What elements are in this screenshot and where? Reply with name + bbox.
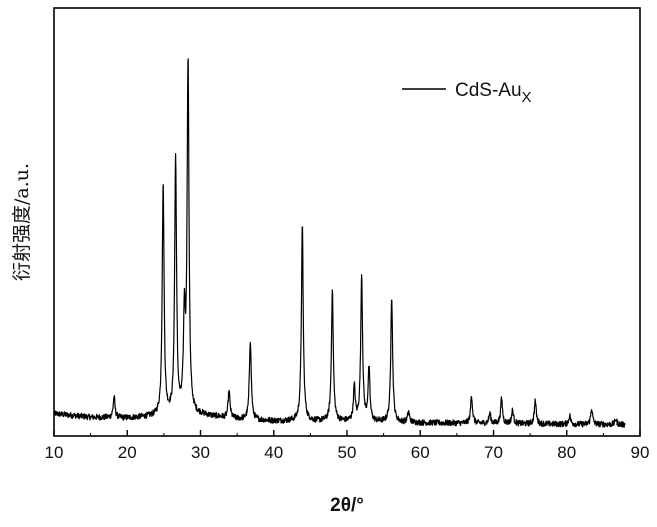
x-tick-label: 70 [484, 443, 503, 462]
plot-frame [54, 8, 640, 436]
x-tick-label: 40 [264, 443, 283, 462]
series-line-cds-au [54, 59, 625, 427]
x-tick-label: 80 [557, 443, 576, 462]
y-axis-label: 衍射强度/a.u. [11, 163, 33, 281]
x-tick-label: 20 [118, 443, 137, 462]
legend-label-subscript: X [522, 89, 532, 106]
x-tick-label: 50 [338, 443, 357, 462]
x-tick-label: 60 [411, 443, 430, 462]
legend: CdS-AuX [402, 80, 532, 106]
legend-label-main: CdS-Au [455, 80, 522, 101]
x-axis-label: 2θ/° [330, 495, 364, 516]
x-axis: 10 20 30 40 50 60 70 80 90 [45, 430, 650, 462]
x-tick-label: 90 [631, 443, 650, 462]
x-tick-label: 10 [45, 443, 64, 462]
x-tick-label: 30 [191, 443, 210, 462]
legend-label: CdS-AuX [455, 80, 532, 106]
